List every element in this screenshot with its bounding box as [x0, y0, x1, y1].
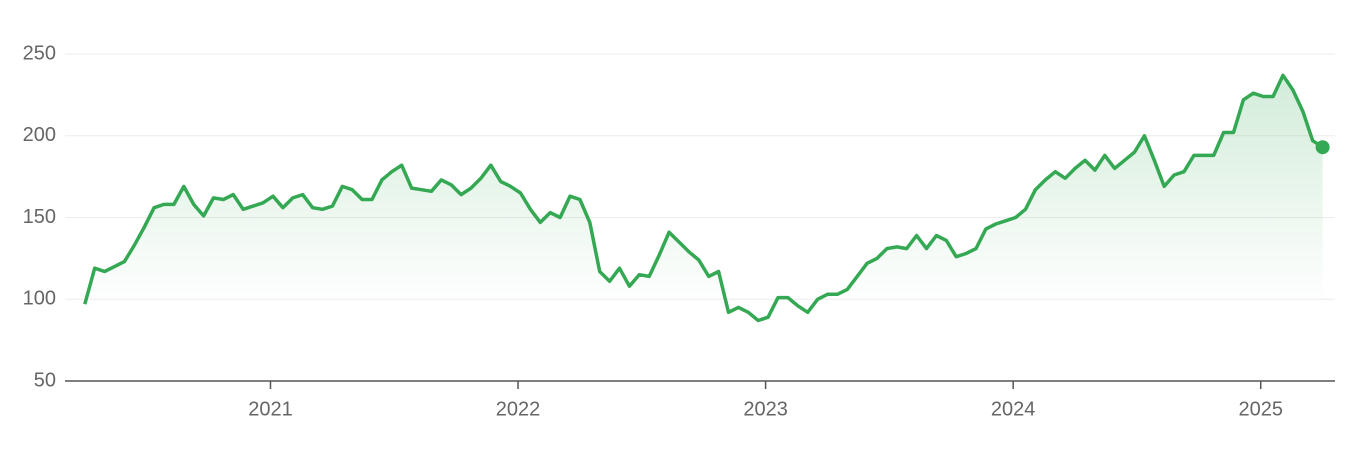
y-tick-label: 100 — [23, 288, 56, 310]
x-tick-label: 2023 — [743, 398, 788, 420]
x-tick-label: 2024 — [991, 398, 1036, 420]
y-tick-label: 250 — [23, 42, 56, 64]
y-tick-label: 150 — [23, 206, 56, 228]
price-line — [83, 73, 1324, 323]
x-tick-label: 2022 — [496, 398, 541, 420]
area — [84, 75, 1323, 382]
y-tick-label: 200 — [23, 124, 56, 146]
x-tick-label: 2021 — [248, 398, 293, 420]
end-dot — [1315, 140, 1330, 155]
x-tick-label: 2025 — [1238, 398, 1283, 420]
y-tick-label: 50 — [34, 369, 56, 391]
